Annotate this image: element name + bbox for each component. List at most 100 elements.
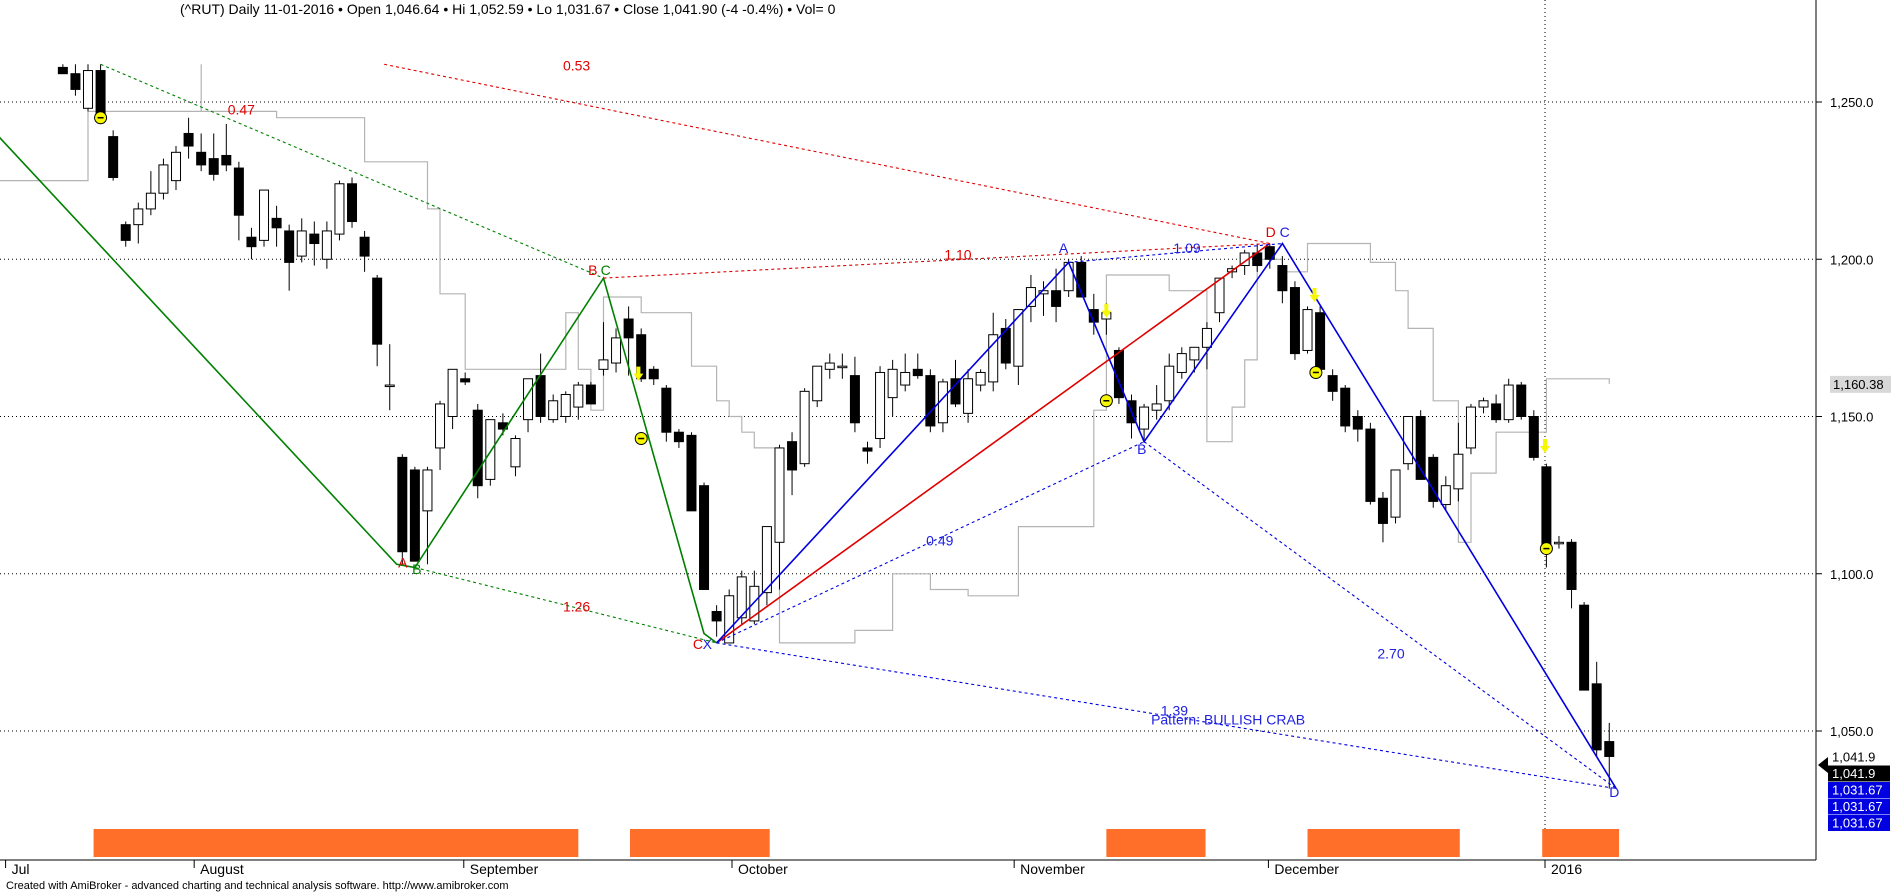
candle-body [749,585,760,622]
orange-bar [630,829,770,857]
candle-body [435,403,446,449]
ratio-label: 1.09 [1173,240,1200,256]
candle-body [1264,246,1275,260]
candle-body [1428,456,1439,502]
candle-body [887,368,898,399]
candle-body [1465,406,1476,449]
x-tick-label: Jul [12,861,30,877]
candle-body [711,610,722,622]
candle-body [510,438,521,468]
candle-body [472,409,483,487]
close-pointer [1818,757,1828,773]
candle-body [699,485,710,590]
candle-body [422,469,433,512]
candle-body [1025,287,1036,307]
candle-body [535,375,546,417]
candle-body [1164,365,1175,402]
candle-body [585,384,596,405]
pattern-line [716,642,1617,790]
candle-body [1553,541,1564,545]
candle-body [950,378,961,405]
candle-body [1377,497,1388,524]
candle-body [661,387,672,433]
point-label: C [1280,224,1290,240]
candle-body [133,208,144,226]
candle-body [598,359,609,370]
y-tick-label: 1,250.0 [1830,95,1873,110]
candle-body [1604,741,1615,757]
step-value-label: 1,160.38 [1833,377,1884,392]
price-box [1828,782,1890,798]
y-tick-label: 1,100.0 [1830,567,1873,582]
candle-body [196,151,207,166]
candle-body [309,233,320,245]
candle-body [1000,327,1011,364]
candle-body [70,73,81,90]
point-label: D [1266,224,1276,240]
x-tick-label: September [470,861,539,877]
candle-body [824,362,835,370]
candle-body [787,441,798,471]
y-tick-label: 1,050.0 [1830,724,1873,739]
point-label: X [703,636,713,652]
candle-body [1151,403,1162,411]
point-label: B [588,262,597,278]
step-value-box [1830,375,1891,393]
ratio-label: 1.26 [563,598,590,614]
ratio-label: 0.53 [563,58,590,74]
yellow-down-arrow [1101,303,1112,318]
price-box-label: 1,031.67 [1832,816,1883,831]
candle-body [812,365,823,402]
candle-body [347,183,358,223]
candle-body [1390,469,1401,518]
candle-body [912,368,923,377]
candle-body [321,230,332,260]
pattern-labels: 0.470.531.261.10 1.090.492.701.39A BB CC XAB… [228,58,1620,800]
candle-body [108,136,119,178]
price-box [1828,765,1890,782]
candle-body [246,236,257,248]
candle-body [1478,400,1489,408]
candle-body [611,337,622,364]
candle-body [724,595,735,644]
price-box-label: 1,041.9 [1832,750,1875,765]
pattern-line [1143,441,1617,790]
point-label: A [398,554,408,570]
pattern-line [0,136,718,644]
candle-body [171,151,182,182]
orange-bar [1307,829,1460,857]
pattern-name-label: Pattern: BULLISH CRAB [1151,712,1305,728]
point-label: C [601,262,611,278]
candle-body [1201,327,1212,348]
point-label: B [1137,441,1146,457]
candle-body [1415,416,1426,480]
price-box-label: 1,041.9 [1832,766,1875,781]
candle-body [1352,416,1363,430]
candle-body [397,456,408,553]
credit-text: Created with AmiBroker - advanced charti… [6,880,509,892]
candle-body [359,236,370,257]
candle-body [1327,375,1338,392]
y-tick-label: 1,150.0 [1830,410,1873,425]
candle-body [988,334,999,383]
ratio-label: 1.39 [1161,702,1188,718]
x-tick-label: August [200,861,244,877]
point-label: A [1059,240,1069,256]
candle-body [1516,384,1527,417]
candle-body [1440,485,1451,506]
candle-body [849,375,860,424]
candle-body [1503,384,1514,421]
x-tick-label: December [1274,861,1339,877]
pattern-line [716,242,1271,644]
grey-step-line [0,64,1610,644]
pattern-line [414,566,717,644]
candle-body [1189,346,1200,361]
candle-body [1139,406,1150,430]
candle-body [83,70,94,109]
yellow-down-arrow [633,366,644,381]
orange-signal-bars [93,829,1620,857]
candle-body [485,419,496,480]
ratio-label: 0.47 [228,102,255,118]
point-label: C [693,636,703,652]
